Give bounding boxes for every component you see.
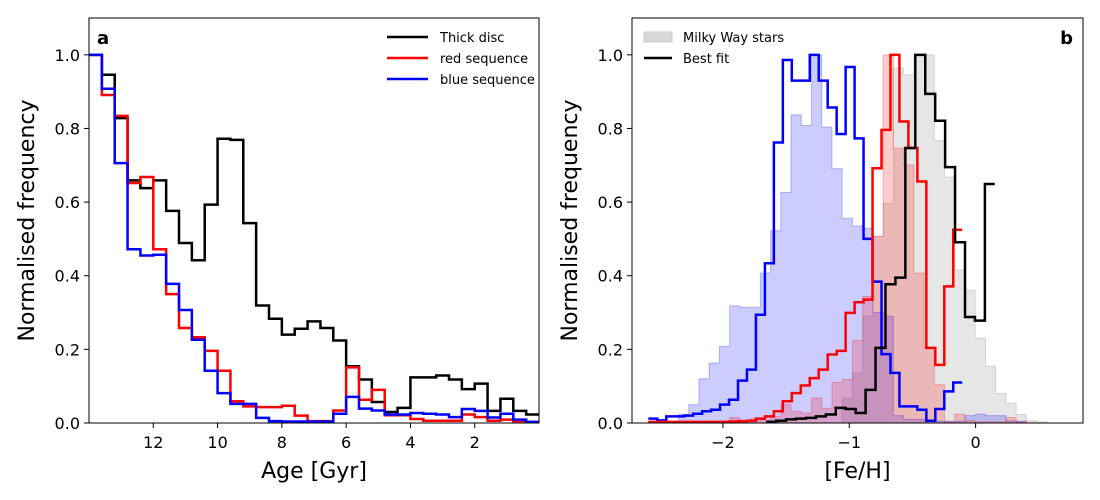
- x-axis-label: [Fe/H]: [824, 459, 890, 484]
- y-tick-label: 0.0: [55, 414, 80, 433]
- x-tick-label: 12: [143, 433, 163, 452]
- x-tick-label: 8: [277, 433, 287, 452]
- y-tick-label: 0.0: [598, 414, 623, 433]
- plot-area: [89, 53, 539, 423]
- x-tick-label: 2: [470, 433, 480, 452]
- y-axis-label: Normalised frequency: [558, 99, 583, 341]
- panel-b: 0.0 0.2 0.4 0.6 0.8 1.0 −2 −1 0 [Fe/H] Normalised …: [558, 17, 1084, 484]
- y-tick-label: 0.2: [55, 340, 80, 359]
- step-line-best-fit: [766, 53, 995, 423]
- filled-histogram-0: [678, 54, 1058, 423]
- x-tick-label: −1: [837, 433, 861, 452]
- axes-frame: [88, 17, 540, 424]
- step-line--0000ff: [648, 53, 963, 423]
- x-tick-label: 10: [207, 433, 227, 452]
- x-tick-label: 0: [971, 433, 981, 452]
- legend-label: Thick disc: [439, 31, 504, 46]
- y-tick-label: 0.2: [598, 340, 623, 359]
- y-tick-label: 1.0: [55, 46, 80, 65]
- step-line-thick-disc: [89, 53, 539, 416]
- y-tick-label: 1.0: [598, 46, 623, 65]
- legend-patch: [643, 31, 673, 43]
- panel-label: a: [97, 28, 109, 49]
- y-tick-label: 0.4: [55, 267, 80, 286]
- panel-a: 0.0 0.2 0.4 0.6 0.8 1.0 12 10 8 6 4 2 Age [Gyr] Norma…: [15, 17, 540, 484]
- y-tick-label: 0.8: [55, 119, 80, 138]
- axes-frame: [631, 17, 1084, 424]
- x-axis-label: Age [Gyr]: [261, 459, 367, 484]
- x-tick-label: 6: [341, 433, 351, 452]
- legend-label: red sequence: [440, 52, 528, 67]
- plot-area: [648, 53, 1058, 423]
- y-tick-label: 0.4: [598, 267, 623, 286]
- y-tick-label: 0.6: [55, 193, 80, 212]
- y-tick-label: 0.8: [598, 119, 623, 138]
- panel-label: b: [1060, 28, 1073, 49]
- step-line-red-sequence: [89, 53, 539, 423]
- legend-label: Milky Way stars: [683, 31, 784, 46]
- y-tick-label: 0.6: [598, 193, 623, 212]
- legend-label: blue sequence: [440, 73, 535, 88]
- step-line-blue-sequence: [89, 53, 539, 423]
- x-tick-label: 4: [405, 433, 415, 452]
- y-axis-label: Normalised frequency: [15, 99, 40, 341]
- legend-label: Best fit: [683, 52, 729, 67]
- x-tick-label: −2: [711, 433, 735, 452]
